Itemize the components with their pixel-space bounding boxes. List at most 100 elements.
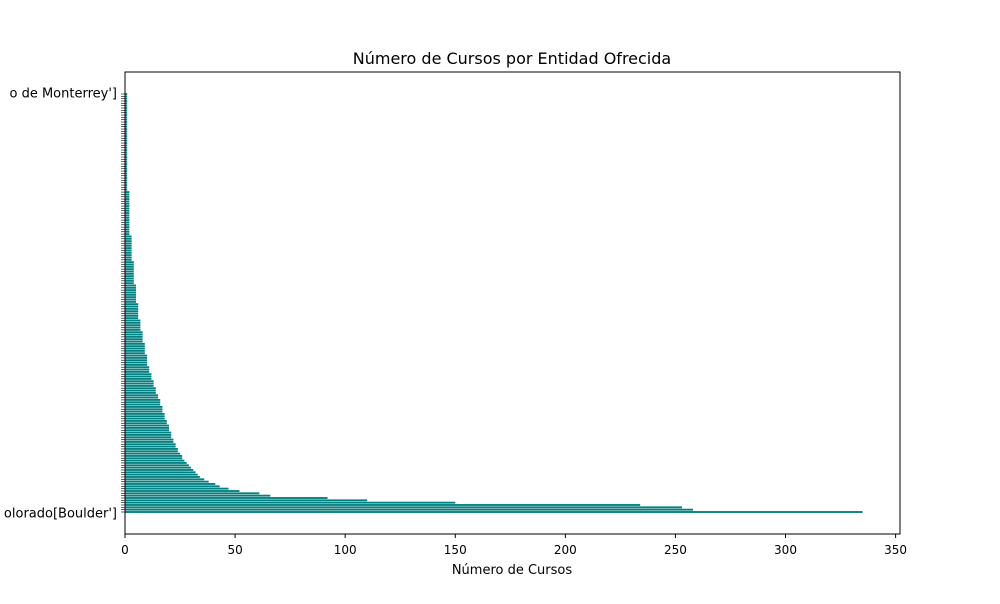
bar	[125, 209, 130, 212]
bar	[125, 198, 130, 201]
bar	[125, 102, 128, 105]
bar	[125, 300, 137, 303]
bar	[125, 184, 128, 187]
bar	[125, 396, 159, 399]
bar	[125, 310, 139, 313]
bar	[125, 410, 163, 413]
bar	[125, 107, 128, 109]
bar	[125, 214, 130, 217]
bar	[125, 121, 128, 123]
bar	[125, 424, 170, 427]
x-tick-label: 150	[444, 543, 467, 557]
bar	[125, 186, 128, 189]
bar	[125, 499, 368, 502]
bar	[125, 349, 145, 352]
bar	[125, 223, 130, 226]
bar	[125, 466, 192, 469]
bar	[125, 172, 128, 175]
bar	[125, 501, 456, 504]
bar	[125, 317, 139, 320]
bar	[125, 93, 128, 95]
bar	[125, 319, 141, 322]
bar	[125, 438, 174, 441]
x-tick-label: 350	[884, 543, 907, 557]
bar	[125, 247, 132, 250]
bar	[125, 382, 154, 385]
bar	[125, 412, 165, 415]
bar	[125, 125, 128, 128]
bar	[125, 359, 148, 362]
x-tick-label: 50	[227, 543, 242, 557]
bar	[125, 441, 174, 443]
bar	[125, 335, 143, 338]
bar	[125, 314, 139, 317]
bar	[125, 476, 200, 478]
bar	[125, 263, 134, 266]
bar	[125, 188, 128, 191]
bar	[125, 506, 683, 509]
bar	[125, 230, 130, 233]
bar	[125, 179, 128, 182]
bar	[125, 153, 128, 156]
bar	[125, 149, 128, 151]
bar	[125, 130, 128, 133]
bar	[125, 434, 172, 436]
bar	[125, 363, 148, 366]
bar	[125, 221, 130, 224]
bar	[125, 233, 130, 236]
bar	[125, 303, 139, 306]
bar	[125, 111, 128, 114]
bar	[125, 504, 641, 506]
x-tick-label: 100	[334, 543, 357, 557]
bar	[125, 494, 271, 497]
x-tick-label: 200	[554, 543, 577, 557]
bar	[125, 356, 148, 359]
bar	[125, 445, 176, 448]
bar	[125, 207, 130, 210]
bar	[125, 298, 137, 301]
bar	[125, 389, 156, 392]
bar	[125, 398, 161, 401]
bar	[125, 401, 161, 404]
bar	[125, 483, 216, 485]
bar	[125, 156, 128, 158]
bar	[125, 377, 152, 380]
bar	[125, 373, 152, 376]
bar	[125, 97, 128, 100]
bar	[125, 272, 134, 275]
bar	[125, 497, 328, 499]
bar	[125, 459, 185, 462]
bar	[125, 471, 196, 474]
bar	[125, 370, 150, 373]
bar	[125, 256, 132, 259]
bar	[125, 170, 128, 172]
bar	[125, 235, 132, 238]
y-tick-label: o de Monterrey']	[10, 87, 118, 102]
bar	[125, 450, 178, 453]
bar	[125, 443, 176, 446]
bar	[125, 431, 172, 434]
bar	[125, 163, 128, 165]
bar	[125, 328, 141, 331]
bar	[125, 254, 132, 257]
bar	[125, 478, 205, 481]
category-label-layer: o de Monterrey'] olorado[Boulder']	[4, 87, 125, 522]
bar	[125, 361, 148, 364]
bar	[125, 275, 134, 278]
bar	[125, 135, 128, 137]
bar	[125, 270, 134, 273]
bar	[125, 174, 128, 177]
bar	[125, 200, 130, 203]
bar	[125, 452, 181, 455]
bar	[125, 132, 128, 135]
bar	[125, 277, 134, 280]
bar	[125, 265, 134, 268]
bar	[125, 422, 167, 425]
bar	[125, 485, 220, 488]
bar	[125, 340, 143, 343]
bar	[125, 480, 209, 483]
bar	[125, 219, 130, 222]
bar	[125, 427, 170, 429]
x-tick-label: 250	[664, 543, 687, 557]
bar	[125, 244, 132, 247]
